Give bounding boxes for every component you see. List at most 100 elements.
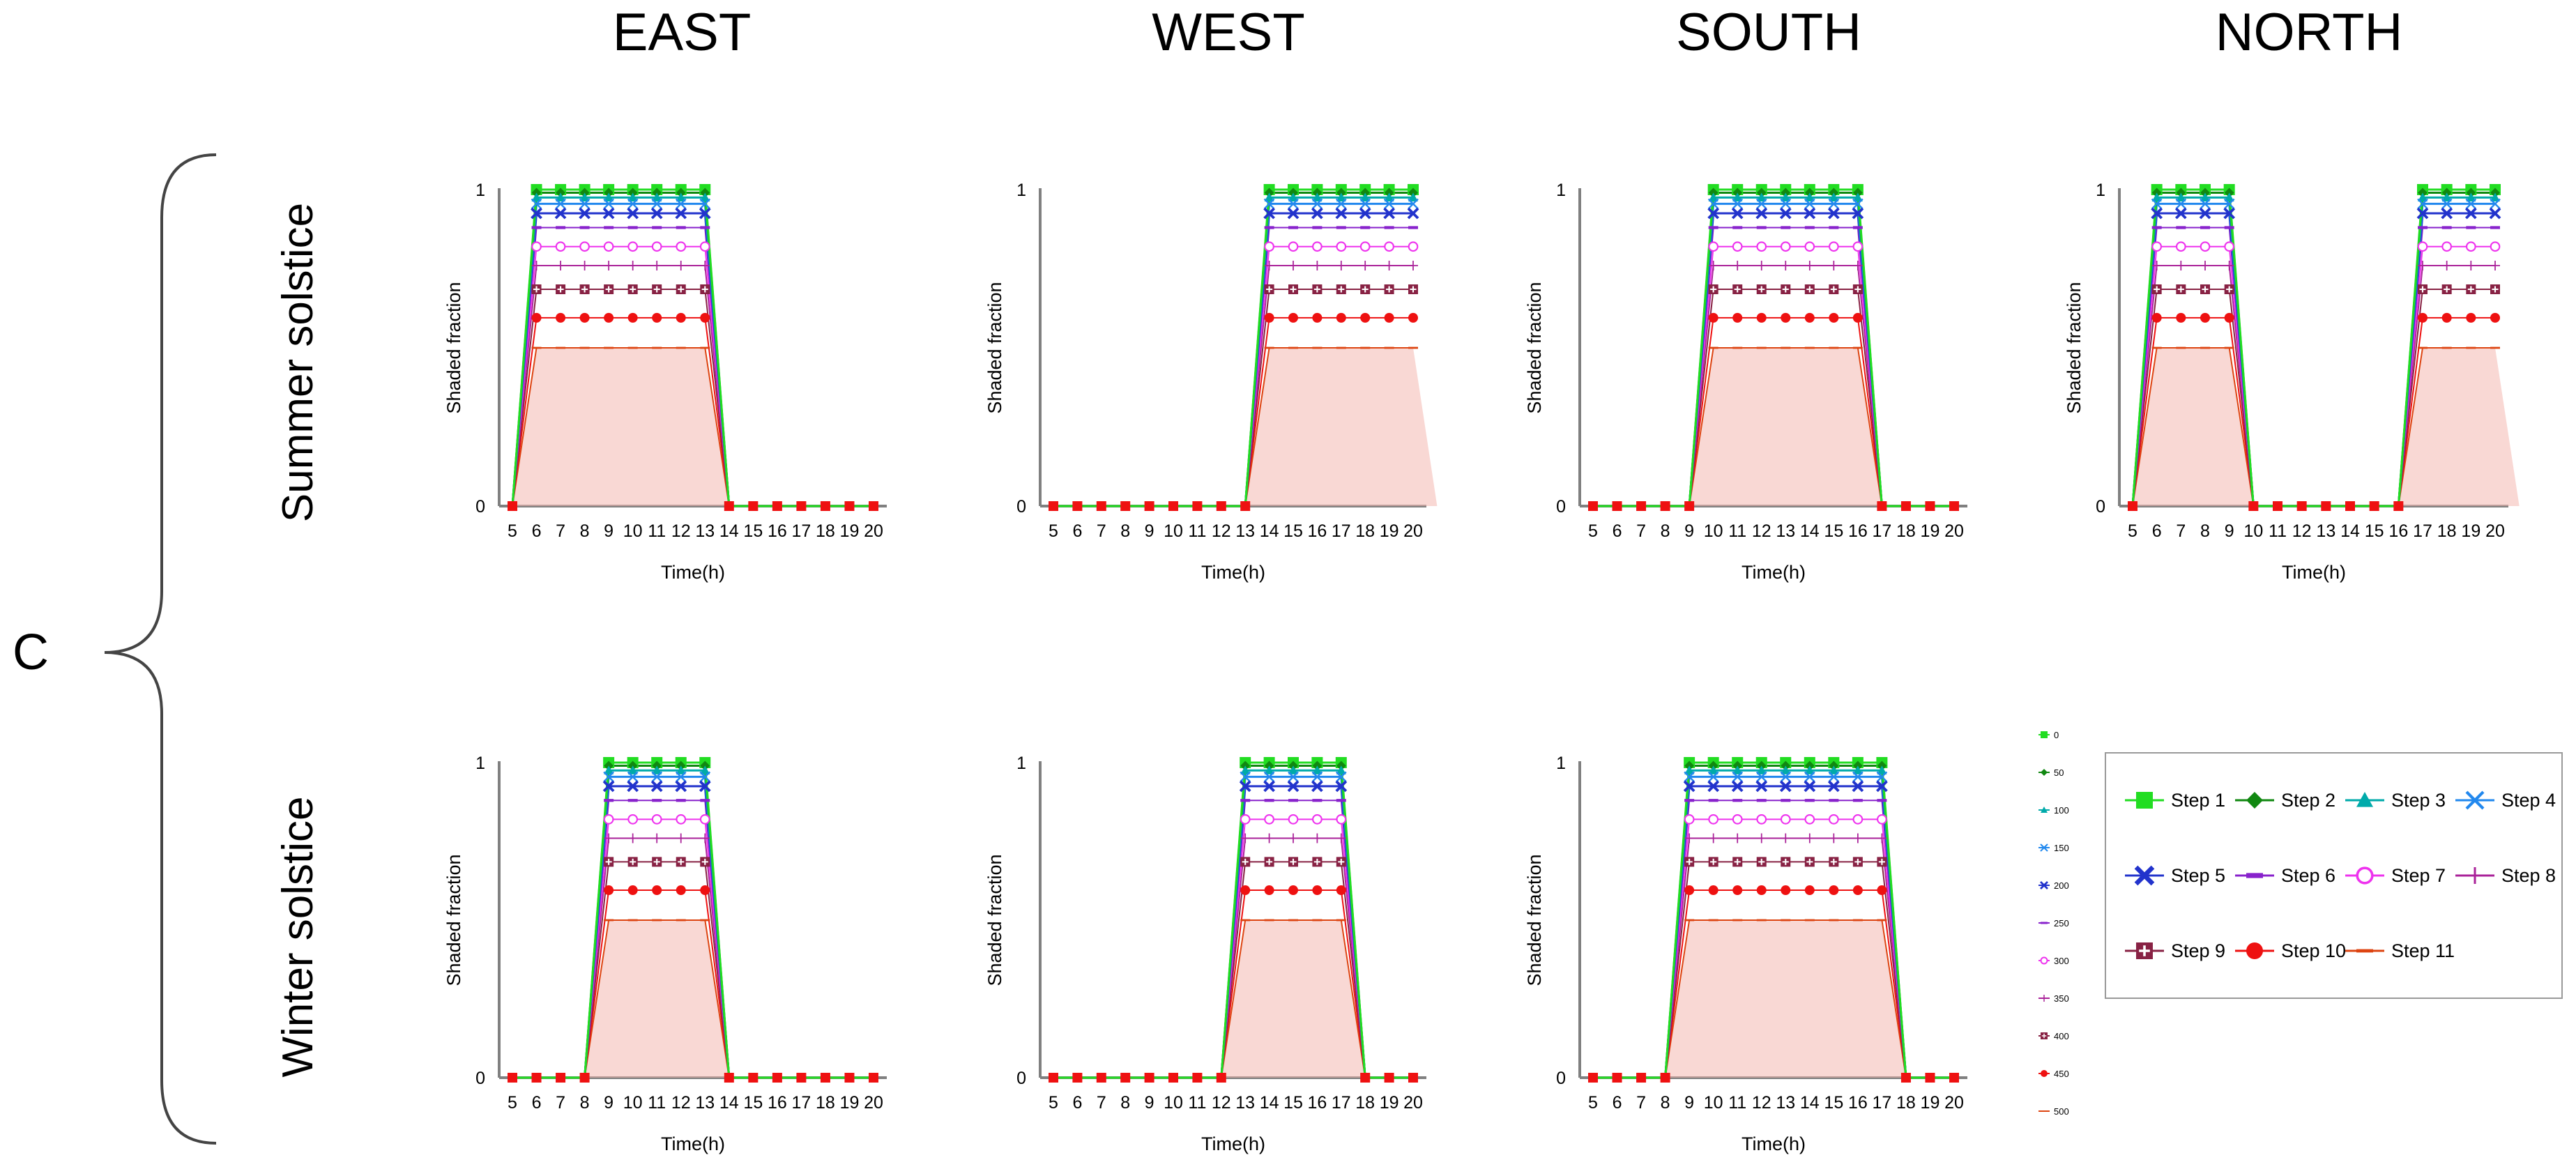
data-point-step-5 (1731, 207, 1744, 220)
data-point-step-7 (1312, 814, 1323, 825)
data-point-step-11 (1288, 919, 1298, 922)
x-tick-label: 5 (2128, 521, 2137, 541)
legend-mini-marker (2040, 956, 2048, 965)
plot-summer-west: 015 6 7 8 9 10 11 12 13 14 15 16 17 18 19 20Time(h)Shad… (984, 181, 1438, 583)
x-tick-label: 12 (1752, 521, 1771, 541)
x-tick-label: 20 (2485, 521, 2505, 541)
data-point-step-8 (1288, 833, 1298, 843)
x-tick-label: 10 (1164, 1093, 1183, 1113)
data-point-step-10 (531, 312, 542, 323)
data-point-step-4 (627, 198, 639, 210)
x-tick-label: 13 (1776, 521, 1795, 541)
legend-mini-item: 500 (2038, 1106, 2069, 1117)
data-point-step-7 (676, 241, 687, 252)
data-point-step-11 (1732, 919, 1743, 922)
data-point-step-3 (1264, 765, 1274, 774)
x-tick-label: 13 (1235, 521, 1255, 541)
data-point-step-10 (627, 312, 638, 323)
x-tick-label: 12 (1212, 521, 1231, 541)
data-point-step-3 (627, 765, 638, 774)
data-point-step-6 (1829, 799, 1839, 802)
data-point-step-10 (1288, 885, 1298, 896)
data-point-step-4 (603, 771, 614, 783)
data-point-step-4 (1828, 771, 1840, 783)
data-point-zero (844, 1073, 855, 1083)
data-point-step-6 (676, 799, 686, 802)
data-point-step-7 (1756, 241, 1767, 252)
plot-summer-east: 015 6 7 8 9 10 11 12 13 14 15 16 17 18 19 20Time(h)Shad… (443, 181, 887, 583)
data-point-step-5 (1852, 207, 1864, 220)
data-point-step-8 (2490, 260, 2500, 270)
data-point-step-10 (1756, 312, 1767, 323)
data-point-step-8 (1264, 833, 1274, 843)
x-tick-label: 11 (648, 521, 666, 541)
data-point-step-6 (627, 226, 638, 229)
x-tick-label: 6 (1613, 521, 1622, 541)
data-point-step-4 (1335, 771, 1347, 783)
data-point-step-6 (531, 226, 542, 229)
x-axis-label: Time(h) (1742, 1133, 1806, 1154)
series-line-step-1 (511, 188, 874, 507)
x-tick-label: 20 (1944, 521, 1964, 541)
data-point-step-5 (1755, 207, 1768, 220)
data-point-step-7 (1240, 814, 1251, 825)
data-point-step-3 (604, 765, 614, 774)
data-point-step-3 (700, 765, 710, 774)
data-point-step-7 (627, 241, 639, 252)
data-point-step-9 (1264, 284, 1274, 295)
data-point-zero (1408, 1073, 1418, 1083)
data-point-step-4 (699, 771, 711, 783)
legend: Step 1 Step 2 Step 3 Step 4 Step 5 Step 6 Step… (2125, 790, 2556, 961)
y-tick-label: 0 (2096, 497, 2105, 517)
y-axis-label: Shaded fraction (2064, 282, 2085, 413)
data-point-step-3 (1336, 765, 1346, 774)
data-point-step-9 (2418, 284, 2428, 295)
data-point-zero (2273, 501, 2282, 511)
data-point-step-5 (1707, 780, 1720, 793)
data-point-step-6 (1781, 799, 1791, 802)
data-point-step-7 (2441, 241, 2453, 252)
legend-marker (2136, 942, 2153, 959)
data-point-step-9 (1829, 857, 1839, 867)
data-point-step-11 (1804, 919, 1815, 922)
legend-mini-marker (2040, 843, 2048, 852)
data-point-step-5 (531, 207, 542, 220)
data-point-step-4 (2465, 198, 2477, 210)
x-tick-label: 19 (1380, 521, 1399, 541)
data-point-zero (869, 1073, 878, 1083)
x-tick-label: 10 (623, 1093, 643, 1113)
data-point-step-8 (604, 833, 614, 843)
data-point-step-7 (2151, 241, 2163, 252)
legend-mini-marker (2041, 731, 2048, 738)
data-point-step-4 (1804, 771, 1815, 783)
y-tick-label: 0 (1556, 1069, 1566, 1088)
legend-label: Step 5 (2171, 865, 2225, 886)
data-point-step-7 (2224, 241, 2235, 252)
data-point-step-8 (1708, 833, 1718, 843)
legend-label: Step 9 (2171, 940, 2225, 961)
data-point-zero (556, 1073, 566, 1083)
header-south: SOUTH (1676, 3, 1861, 62)
legend-mini-marker (2041, 995, 2048, 1002)
data-point-step-6 (1732, 226, 1743, 229)
data-point-step-10 (2418, 312, 2428, 323)
data-point-step-10 (1804, 885, 1815, 896)
data-point-step-11 (579, 346, 590, 349)
legend-mini-label: 300 (2054, 956, 2069, 966)
data-point-step-9 (2151, 284, 2162, 295)
legend-mini-label: 200 (2054, 880, 2069, 891)
x-tick-label: 5 (508, 521, 517, 541)
data-point-step-11 (1829, 346, 1839, 349)
data-point-zero (1192, 1073, 1203, 1083)
data-point-step-5 (650, 780, 663, 793)
legend-mini-label: 0 (2054, 730, 2059, 740)
legend-mini-label: 350 (2054, 993, 2069, 1004)
legend-label: Step 6 (2281, 865, 2335, 886)
data-point-step-6 (1264, 226, 1274, 229)
data-point-step-3 (1708, 765, 1718, 774)
x-tick-label: 7 (1097, 1093, 1106, 1113)
data-point-step-4 (1263, 198, 1275, 210)
x-tick-label: 10 (1164, 521, 1183, 541)
data-point-step-6 (1852, 226, 1863, 229)
data-point-step-6 (2418, 226, 2428, 229)
